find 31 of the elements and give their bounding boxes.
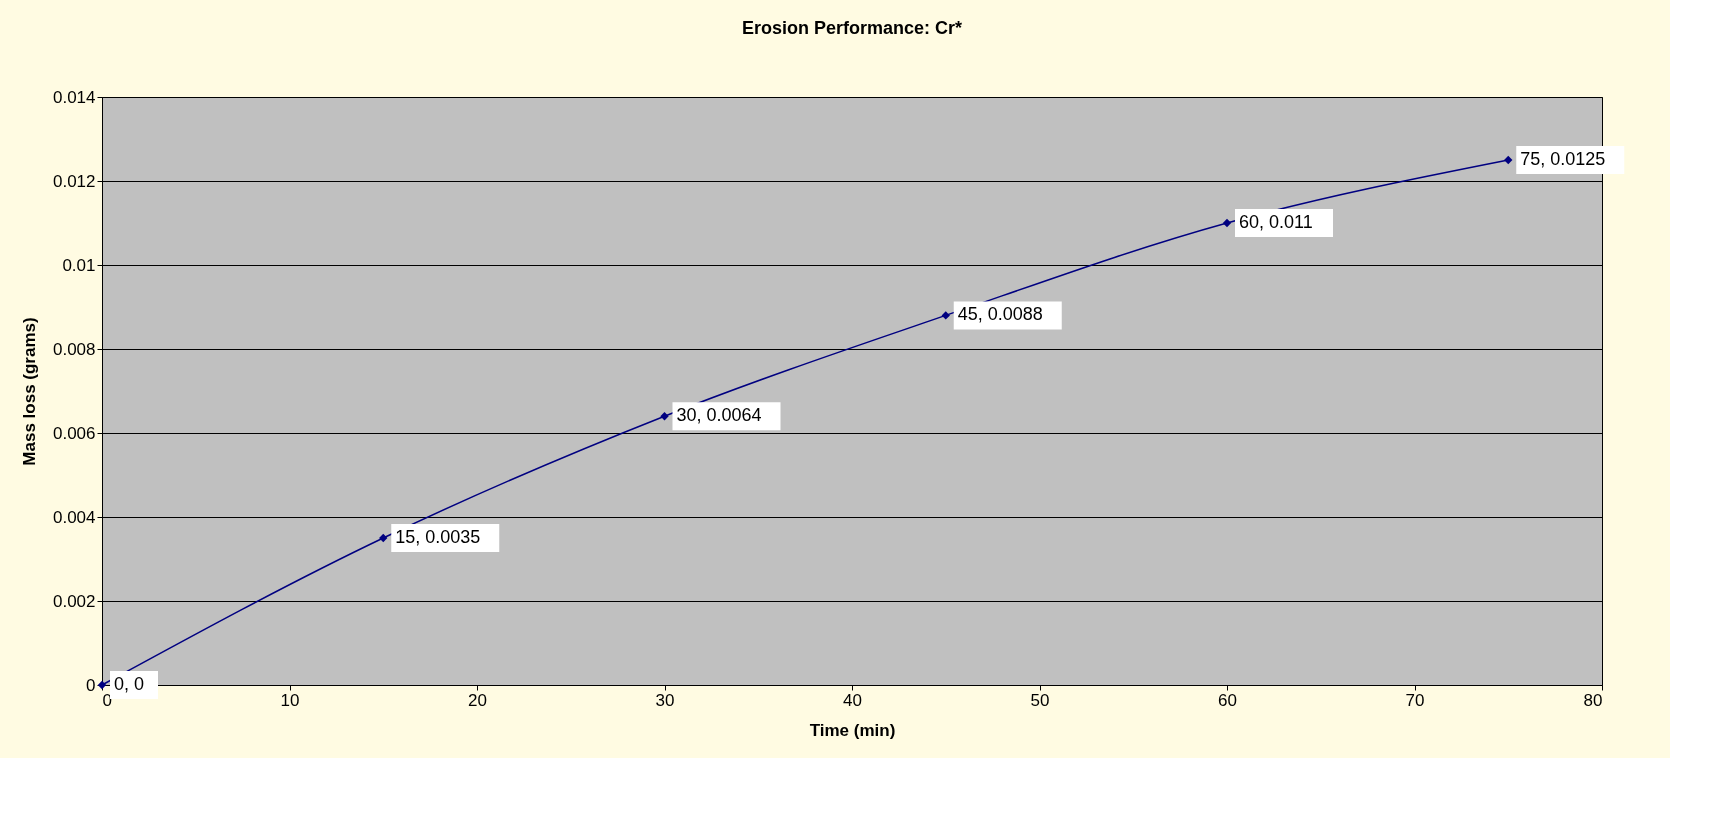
data-label: 15, 0.0035 — [395, 527, 481, 547]
y-tick-label: 0.008 — [52, 339, 96, 359]
y-tick-label: 0.004 — [52, 507, 96, 527]
y-tick-label: 0.006 — [52, 423, 96, 443]
point — [1222, 218, 1232, 228]
x-tick-label: 30 — [655, 690, 675, 710]
data-label: 0, 0 — [114, 674, 145, 694]
chart-title: Erosion Performance: Cr* — [741, 18, 963, 38]
x-tick-label: 50 — [1030, 690, 1050, 710]
y-tick-label: 0.01 — [62, 255, 96, 275]
x-tick-label: 70 — [1405, 690, 1425, 710]
data-label: 30, 0.0064 — [676, 405, 762, 426]
y-tick-label: 0 — [86, 675, 96, 695]
data-label: 45, 0.0088 — [957, 304, 1043, 325]
data-label: 75, 0.0125 — [1520, 149, 1606, 169]
point — [379, 533, 388, 543]
x-tick-label: 40 — [843, 690, 862, 710]
x-tick-label: 80 — [1583, 690, 1603, 710]
point — [941, 311, 950, 320]
point — [97, 680, 107, 690]
y-tick-label: 0.014 — [52, 87, 96, 107]
x-tick-label: 60 — [1218, 690, 1237, 710]
y-axis-title: Mass loss (grams) — [19, 317, 39, 466]
y-tick-label: 0.002 — [52, 591, 96, 611]
x-axis-title: Time (min) — [809, 720, 896, 740]
x-tick-label: 20 — [468, 690, 487, 710]
x-tick-label: 10 — [280, 690, 300, 710]
point — [660, 412, 669, 421]
point — [1504, 155, 1513, 165]
y-tick-label: 0.012 — [52, 171, 96, 191]
data-label: 60, 0.011 — [1239, 212, 1313, 232]
